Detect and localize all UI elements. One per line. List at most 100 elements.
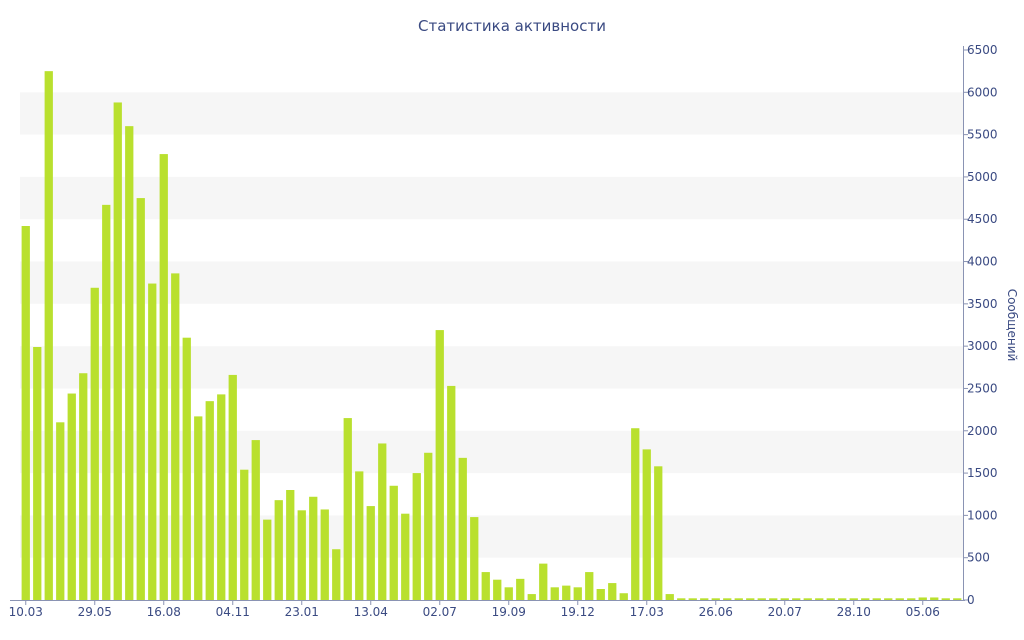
bar: [447, 385, 456, 600]
bar: [355, 471, 364, 600]
bar: [136, 198, 145, 600]
bar: [309, 496, 318, 600]
bar: [171, 273, 180, 600]
x-tick-label: 23.01: [285, 605, 319, 619]
bar: [631, 428, 640, 600]
bar: [286, 490, 295, 600]
bar: [539, 563, 548, 600]
bar: [56, 422, 65, 600]
bar: [481, 572, 490, 600]
bar: [412, 473, 421, 600]
bar: [297, 510, 306, 600]
y-tick-label: 500: [967, 551, 990, 565]
bar: [654, 466, 663, 600]
bar: [700, 598, 709, 600]
bar: [182, 337, 191, 600]
x-tick-labels: 10.03 29.05 16.08 04.11 23.01 13.04 02.07 19.09…: [9, 600, 940, 619]
y-tick-labels: 0 500 1000 1500 2000 2500 3000 3500 4000 4500 5000…: [963, 43, 998, 607]
bar: [516, 578, 525, 600]
bar: [688, 598, 697, 600]
bar: [527, 594, 536, 600]
bar: [493, 579, 502, 600]
grid-band: [20, 176, 963, 220]
bar: [792, 598, 801, 600]
bar: [504, 587, 513, 600]
bar: [424, 452, 433, 600]
y-tick-label: 1000: [967, 508, 998, 522]
bar: [44, 71, 53, 600]
bar-series: [21, 71, 962, 601]
grid-band: [20, 92, 963, 135]
bar: [780, 598, 789, 600]
bar: [251, 440, 260, 600]
bar: [711, 598, 720, 600]
y-tick-label: 3500: [967, 297, 998, 311]
x-tick-label: 19.12: [561, 605, 595, 619]
x-tick-label: 05.06: [906, 605, 940, 619]
bar: [435, 330, 444, 600]
bar: [562, 585, 571, 600]
bar: [723, 598, 732, 600]
bar: [757, 598, 766, 600]
bar: [263, 519, 272, 600]
bar: [389, 485, 398, 600]
bar: [217, 394, 226, 600]
bar: [343, 418, 352, 600]
x-tick-label: 29.05: [78, 605, 112, 619]
bar: [884, 598, 893, 600]
bar: [125, 126, 134, 601]
bar: [573, 587, 582, 600]
x-tick-label: 10.03: [9, 605, 43, 619]
y-tick-label: 4000: [967, 255, 998, 269]
bar: [803, 598, 812, 600]
x-tick-label: 13.04: [354, 605, 388, 619]
bar: [378, 443, 387, 600]
bar: [102, 204, 111, 600]
bar: [240, 469, 249, 600]
bar: [918, 597, 927, 600]
bar: [205, 401, 214, 600]
bar: [148, 283, 157, 600]
axes: [10, 46, 965, 601]
chart-title: Статистика активности: [418, 17, 606, 35]
y-tick-label: 5500: [967, 128, 998, 142]
bar: [953, 598, 962, 600]
bar: [642, 449, 651, 600]
bar: [228, 374, 237, 600]
bar: [826, 598, 835, 600]
y-tick-label: 2000: [967, 424, 998, 438]
bar: [332, 549, 341, 600]
bar: [67, 393, 76, 600]
y-tick-label: 4500: [967, 212, 998, 226]
bar: [159, 154, 168, 600]
bar: [746, 598, 755, 600]
bar: [941, 598, 950, 600]
y-tick-label: 1500: [967, 466, 998, 480]
x-tick-label: 04.11: [216, 605, 250, 619]
x-tick-label: 20.07: [768, 605, 802, 619]
bar: [895, 598, 904, 600]
bar: [815, 598, 824, 600]
bar: [596, 589, 605, 600]
bar: [194, 416, 203, 600]
x-tick-label: 02.07: [423, 605, 457, 619]
bar: [33, 347, 42, 600]
bar: [470, 517, 479, 600]
bar: [872, 598, 881, 600]
bar: [113, 102, 122, 601]
bar: [401, 513, 410, 600]
y-axis-label: Сообщений: [1005, 289, 1019, 362]
y-tick-label: 6000: [967, 85, 998, 99]
y-tick-label: 2500: [967, 381, 998, 395]
bar: [734, 598, 743, 600]
y-tick-label: 3000: [967, 339, 998, 353]
bar: [907, 598, 916, 600]
bar: [608, 583, 617, 600]
x-tick-label: 16.08: [147, 605, 181, 619]
y-tick-label: 0: [967, 593, 975, 607]
y-tick-label: 5000: [967, 170, 998, 184]
bar: [274, 500, 283, 600]
bar: [366, 506, 375, 600]
bar: [665, 594, 674, 600]
